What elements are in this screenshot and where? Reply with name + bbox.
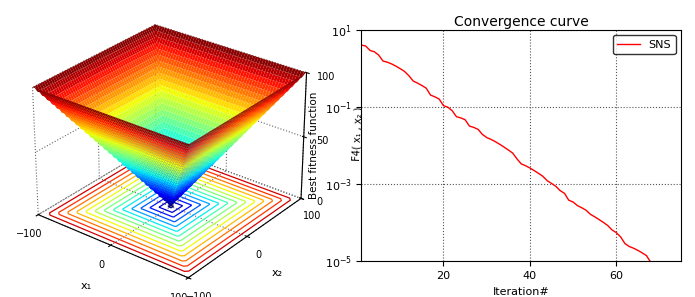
SNS <box>383 60 391 64</box>
SNS <box>612 231 621 234</box>
X-axis label: Iteration#: Iteration# <box>493 287 550 297</box>
SNS <box>621 242 629 245</box>
Legend: SNS: SNS <box>613 35 676 54</box>
X-axis label: x₁: x₁ <box>81 281 92 291</box>
Y-axis label: Best fitness function: Best fitness function <box>309 92 319 199</box>
SNS <box>357 43 366 47</box>
Line: SNS: SNS <box>361 45 681 283</box>
Title: Convergence curve: Convergence curve <box>454 15 589 29</box>
Y-axis label: x₂: x₂ <box>272 268 283 278</box>
SNS <box>642 254 651 257</box>
SNS <box>608 228 616 232</box>
SNS <box>599 221 607 224</box>
SNS <box>677 281 685 285</box>
